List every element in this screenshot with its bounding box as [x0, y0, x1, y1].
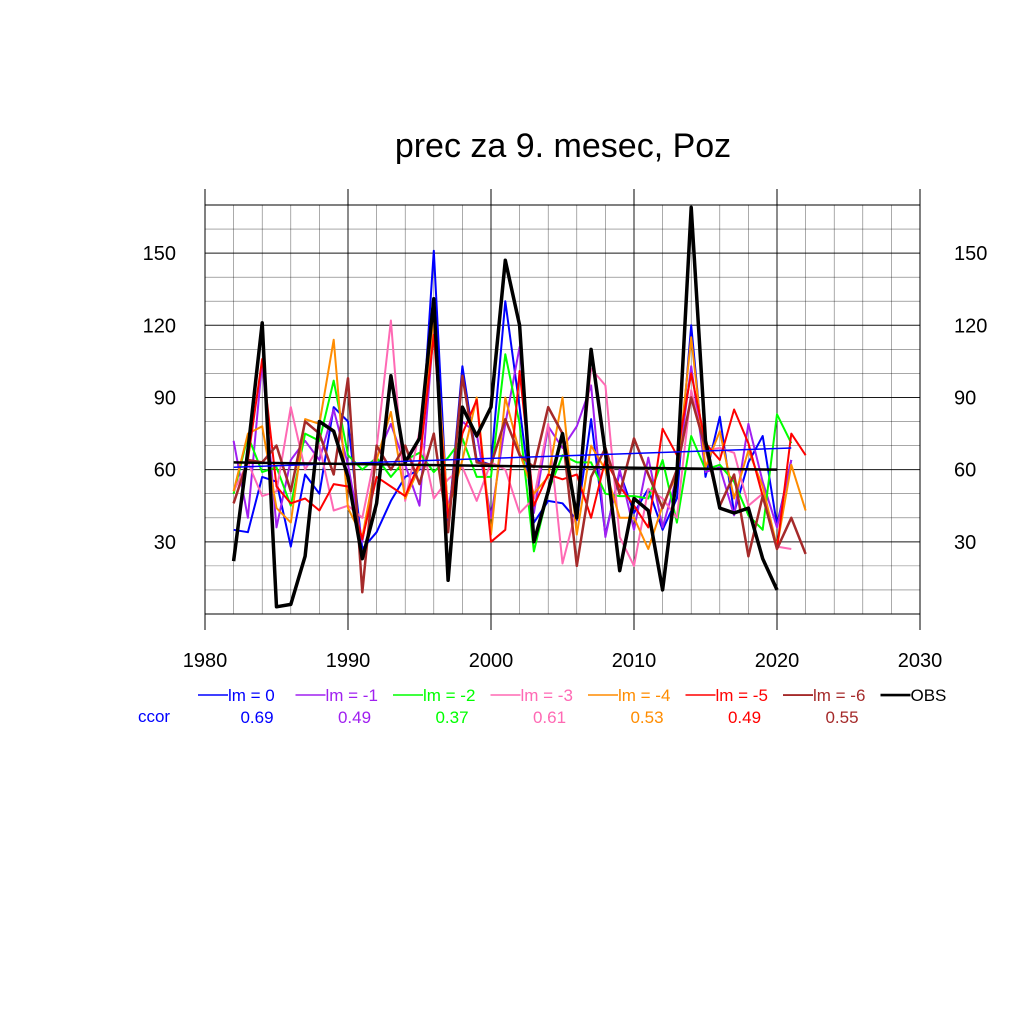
- legend-ccor-value: 0.55: [825, 708, 858, 727]
- legend-label: lm = -1: [326, 686, 378, 705]
- y-tick-label-left: 90: [154, 387, 176, 409]
- legend-label: lm = -2: [423, 686, 475, 705]
- y-tick-label-right: 90: [954, 387, 976, 409]
- plot-frame: [204, 204, 921, 615]
- grid: [204, 205, 921, 614]
- legend-ccor-value: 0.37: [435, 708, 468, 727]
- legend-label: lm = -4: [618, 686, 670, 705]
- x-tick-label: 1980: [183, 650, 228, 672]
- x-tick-label: 2020: [755, 650, 800, 672]
- axis-ticks: 1980 1990 2000 2010 2020 2030 30 30 60 60 90 90 120 1…: [143, 189, 987, 672]
- x-tick-label: 2030: [898, 650, 943, 672]
- series-lines: [231, 205, 807, 609]
- series-line: [231, 205, 779, 609]
- legend-label: lm = -3: [521, 686, 573, 705]
- trend-lines: [233, 447, 792, 471]
- legend-ccor-value: 0.61: [533, 708, 566, 727]
- y-tick-label-right: 120: [954, 315, 987, 337]
- chart-title: prec za 9. mesec, Poz: [395, 127, 731, 165]
- y-tick-label-right: 60: [954, 460, 976, 482]
- legend-ccor-value: 0.69: [240, 708, 273, 727]
- y-tick-label-right: 30: [954, 532, 976, 554]
- series-line: [232, 353, 793, 553]
- y-tick-label-left: 120: [143, 315, 176, 337]
- y-tick-label-left: 30: [154, 532, 176, 554]
- y-tick-label-left: 60: [154, 460, 176, 482]
- legend: ccor lm = 0 0.69 lm = -1 0.49 lm = -2 0.37 lm …: [138, 686, 946, 727]
- ccor-label: ccor: [138, 707, 170, 726]
- trend-line: [233, 461, 778, 471]
- legend-label: OBS: [911, 686, 947, 705]
- x-tick-label: 1990: [326, 650, 371, 672]
- legend-label: lm = 0: [228, 686, 275, 705]
- x-tick-label: 2000: [469, 650, 514, 672]
- legend-ccor-value: 0.49: [728, 708, 761, 727]
- legend-ccor-value: 0.49: [338, 708, 371, 727]
- legend-label: lm = -6: [813, 686, 865, 705]
- legend-label: lm = -5: [716, 686, 768, 705]
- plot-border: [204, 204, 921, 615]
- y-tick-label-left: 150: [143, 243, 176, 265]
- legend-ccor-value: 0.53: [630, 708, 663, 727]
- x-tick-label: 2010: [612, 650, 657, 672]
- series-line: [232, 333, 807, 550]
- y-tick-label-right: 150: [954, 243, 987, 265]
